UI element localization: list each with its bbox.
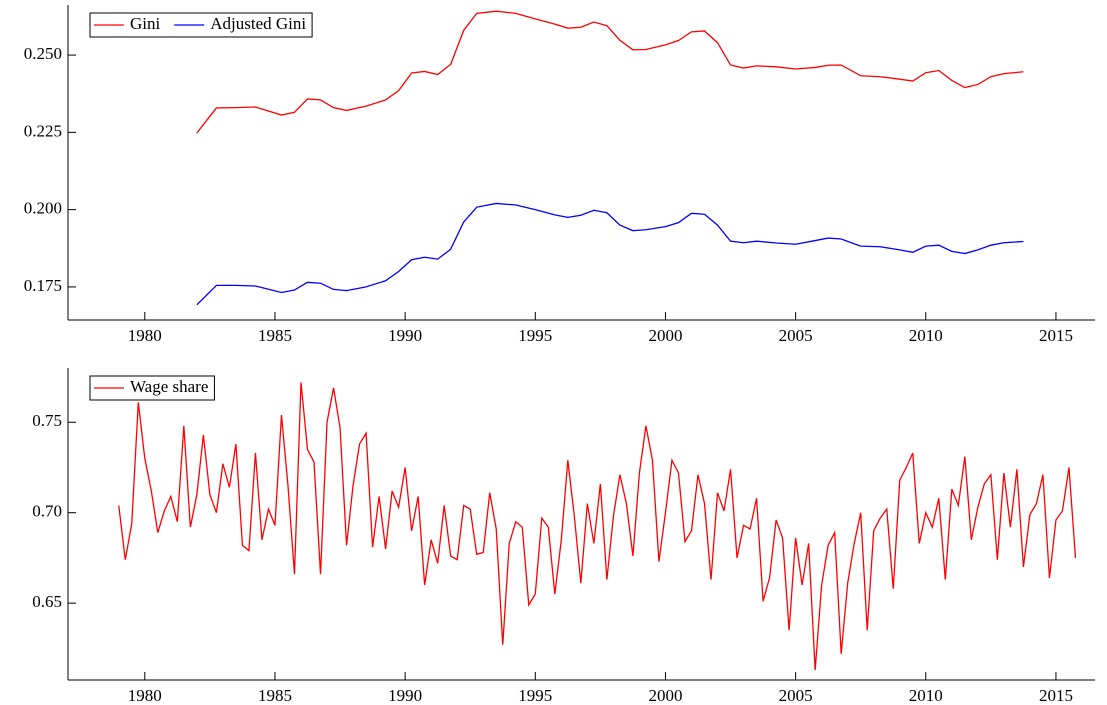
y-tick-label: 0.75 xyxy=(32,411,62,430)
legend-label: Adjusted Gini xyxy=(210,14,306,33)
legend: Wage share xyxy=(89,375,215,401)
x-tick-label: 2015 xyxy=(1039,326,1073,345)
legend-label: Wage share xyxy=(130,377,208,396)
data-line xyxy=(196,202,1024,306)
y-tick-label: 0.225 xyxy=(24,121,62,140)
x-tick-label: 2005 xyxy=(779,326,813,345)
x-tick-label: 2000 xyxy=(648,326,682,345)
legend-label: Gini xyxy=(130,14,161,33)
x-tick-label: 1990 xyxy=(388,326,422,345)
data-line xyxy=(196,10,1024,134)
x-tick-label: 1985 xyxy=(258,326,292,345)
y-tick-label: 0.65 xyxy=(32,592,62,611)
x-tick-label: 2015 xyxy=(1039,686,1073,705)
x-tick-label: 1995 xyxy=(518,326,552,345)
y-tick-label: 0.250 xyxy=(24,44,62,63)
x-tick-label: 1985 xyxy=(258,686,292,705)
x-tick-label: 1995 xyxy=(518,686,552,705)
x-tick-label: 2005 xyxy=(779,686,813,705)
x-tick-label: 2010 xyxy=(909,686,943,705)
legend: Gini Adjusted Gini xyxy=(89,12,313,38)
y-tick-label: 0.175 xyxy=(24,276,62,295)
y-tick-label: 0.200 xyxy=(24,199,62,218)
x-tick-label: 1980 xyxy=(128,326,162,345)
y-tick-label: 0.70 xyxy=(32,502,62,521)
x-tick-label: 1990 xyxy=(388,686,422,705)
data-line xyxy=(118,382,1077,671)
x-tick-label: 2000 xyxy=(648,686,682,705)
x-tick-label: 1980 xyxy=(128,686,162,705)
x-tick-label: 2010 xyxy=(909,326,943,345)
